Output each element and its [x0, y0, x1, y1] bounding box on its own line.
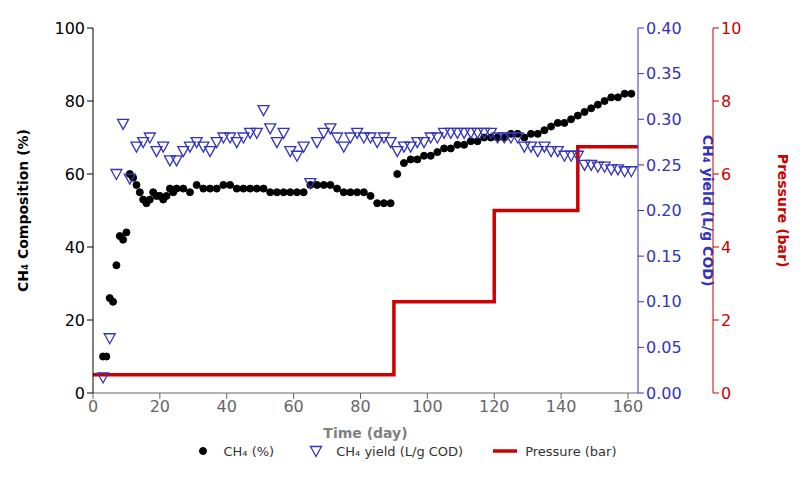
- svg-text:0: 0: [75, 384, 85, 403]
- svg-text:100: 100: [54, 19, 85, 38]
- svg-text:0.25: 0.25: [646, 156, 682, 175]
- svg-text:4: 4: [721, 238, 731, 257]
- svg-text:80: 80: [350, 397, 370, 416]
- svg-text:160: 160: [613, 397, 644, 416]
- svg-text:0.00: 0.00: [646, 384, 682, 403]
- svg-text:60: 60: [65, 165, 85, 184]
- svg-text:120: 120: [479, 397, 510, 416]
- svg-text:0: 0: [88, 397, 98, 416]
- svg-text:Pressure (bar): Pressure (bar): [775, 154, 791, 268]
- svg-text:0: 0: [721, 384, 731, 403]
- svg-text:0.05: 0.05: [646, 338, 682, 357]
- svg-text:40: 40: [65, 238, 85, 257]
- svg-text:0.30: 0.30: [646, 110, 682, 129]
- html-text:CH₄ yield (L/g COD): CH₄ yield (L/g COD): [336, 443, 464, 459]
- svg-text:0.20: 0.20: [646, 201, 682, 220]
- svg-text:100: 100: [412, 397, 443, 416]
- svg-text:2: 2: [721, 311, 731, 330]
- svg-text:CH₄ yield (L/g COD): CH₄ yield (L/g COD): [700, 135, 716, 287]
- svg-text:Time (day): Time (day): [323, 425, 407, 441]
- svg-text:140: 140: [546, 397, 577, 416]
- svg-text:0.40: 0.40: [646, 19, 682, 38]
- svg-text:0.35: 0.35: [646, 64, 682, 83]
- svg-text:10: 10: [721, 19, 741, 38]
- svg-text:0.10: 0.10: [646, 292, 682, 311]
- svg-text:8: 8: [721, 92, 731, 111]
- svg-text:80: 80: [65, 92, 85, 111]
- svg-text:40: 40: [217, 397, 237, 416]
- html-text:Pressure (bar): Pressure (bar): [525, 443, 617, 459]
- html-text:CH₄ (%): CH₄ (%): [223, 443, 275, 459]
- svg-text:20: 20: [150, 397, 170, 416]
- svg-text:20: 20: [65, 311, 85, 330]
- svg-text:6: 6: [721, 165, 731, 184]
- svg-text:60: 60: [283, 397, 303, 416]
- svg-text:CH₄ Composition (%): CH₄ Composition (%): [15, 129, 31, 292]
- svg-text:0.15: 0.15: [646, 247, 682, 266]
